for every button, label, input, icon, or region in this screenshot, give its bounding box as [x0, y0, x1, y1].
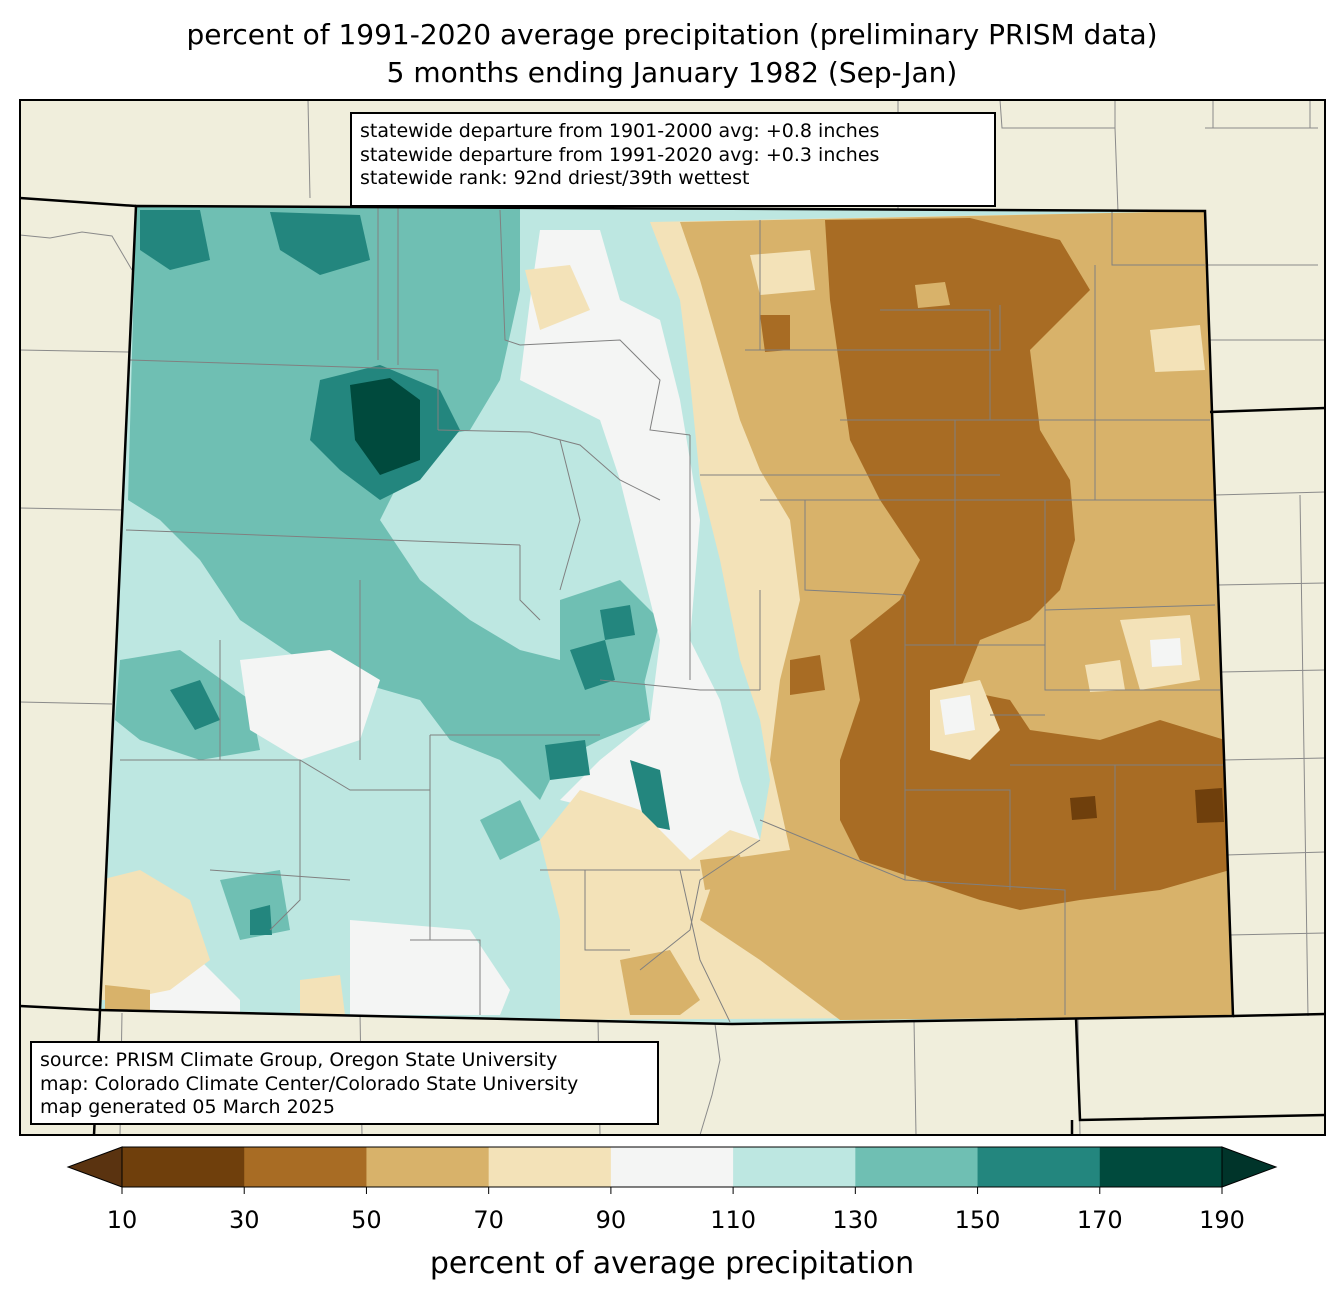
- map-frame: [19, 99, 1326, 1136]
- generated-date-line: map generated 05 March 2025: [40, 1096, 335, 1118]
- colorbar-outline: [121, 1146, 1223, 1188]
- county-lines: [120, 208, 1225, 1023]
- colorbar-tick-label: 130: [832, 1206, 879, 1234]
- colorbar-segment: [1099, 1147, 1223, 1187]
- stat-departure-1991-2020: statewide departure from 1991-2020 avg: …: [360, 143, 880, 166]
- colorbar-segment: [610, 1147, 734, 1187]
- colorbar-tick-label: 10: [106, 1206, 138, 1234]
- colorbar-tick-label: 30: [228, 1206, 260, 1234]
- precipitation-fill: [100, 206, 1233, 1024]
- map-title-line-2: 5 months ending January 1982 (Sep-Jan): [386, 56, 958, 89]
- colorbar-tick-label: 190: [1199, 1206, 1245, 1234]
- colorbar-tick-label: 170: [1076, 1206, 1123, 1234]
- colorbar-tick-label: 50: [351, 1206, 382, 1234]
- source-line: source: PRISM Climate Group, Oregon Stat…: [40, 1049, 558, 1071]
- neighbor-county-lines: [19, 99, 1326, 1136]
- colorbar-over-arrow: [1221, 1146, 1278, 1188]
- colorbar-segment: [488, 1147, 612, 1187]
- statewide-stats-box: statewide departure from 1901-2000 avg: …: [350, 112, 996, 207]
- map-title-line-1: percent of 1991-2020 average precipitati…: [186, 18, 1158, 51]
- colorbar-segment: [733, 1147, 856, 1187]
- colorbar-segment: [855, 1147, 979, 1187]
- colorbar-tick-label: 70: [473, 1206, 504, 1234]
- colorbar-label: percent of average precipitation: [429, 1246, 915, 1281]
- stat-rank: statewide rank: 92nd driest/39th wettest: [360, 167, 750, 189]
- colorbar-tick-label: 90: [595, 1206, 627, 1234]
- colorbar-segment: [244, 1147, 367, 1187]
- colorbar-segment: [977, 1147, 1101, 1187]
- source-box: source: PRISM Climate Group, Oregon Stat…: [30, 1041, 659, 1125]
- colorbar: [66, 1146, 1278, 1194]
- colorbar-tick-label: 110: [710, 1206, 757, 1234]
- map-credit-line: map: Colorado Climate Center/Colorado St…: [40, 1072, 579, 1095]
- colorbar-segment: [366, 1147, 490, 1187]
- colorbar-segment: [122, 1147, 245, 1187]
- colorbar-tick-label: 150: [954, 1206, 1001, 1234]
- stat-departure-1901-2000: statewide departure from 1901-2000 avg: …: [360, 120, 880, 142]
- colorbar-under-arrow: [66, 1146, 123, 1188]
